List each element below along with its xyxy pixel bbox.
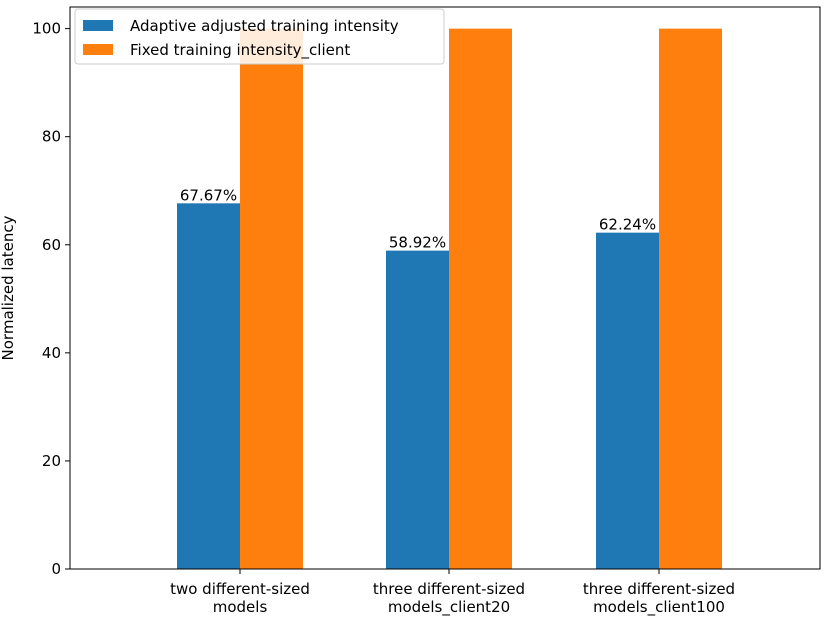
y-tick-label: 100 <box>32 20 61 38</box>
x-tick-label: models <box>213 598 268 616</box>
y-tick-label: 60 <box>42 236 61 254</box>
axes-frame <box>69 6 821 570</box>
x-tick-label: models_client100 <box>593 598 725 617</box>
bar-fixed-2 <box>659 28 722 570</box>
bar-adaptive-1 <box>386 250 449 569</box>
y-tick-label: 80 <box>42 128 61 146</box>
legend-label-fixed: Fixed training intensity_client <box>130 41 350 60</box>
legend-label-adaptive: Adaptive adjusted training intensity <box>130 17 399 35</box>
y-tick-label: 0 <box>51 560 61 578</box>
y-axis: 0 20 40 60 80 100 <box>32 20 70 578</box>
legend-box <box>74 8 445 65</box>
bar-fixed-1 <box>449 28 512 570</box>
y-tick-label: 20 <box>42 452 61 470</box>
legend-swatch-fixed <box>83 44 113 55</box>
x-tick-label: two different-sized <box>170 580 310 598</box>
y-tick-label: 40 <box>42 344 61 362</box>
bar-value-label: 67.67% <box>180 186 237 204</box>
bar-adaptive-2 <box>596 232 659 569</box>
plot-area: 67.67% 58.92% 62.24% <box>69 6 821 570</box>
legend-swatch-adaptive <box>83 20 113 31</box>
x-tick-label: models_client20 <box>388 598 510 617</box>
y-axis-label: Normalized latency <box>0 215 17 360</box>
bar-value-label: 62.24% <box>599 216 656 234</box>
bar-adaptive-0 <box>177 203 240 570</box>
x-tick-label: three different-sized <box>583 580 735 598</box>
bar-value-label: 58.92% <box>389 234 446 252</box>
legend: Adaptive adjusted training intensity Fixe… <box>74 8 445 65</box>
bar-fixed-0 <box>240 28 303 570</box>
x-tick-label: three different-sized <box>373 580 525 598</box>
